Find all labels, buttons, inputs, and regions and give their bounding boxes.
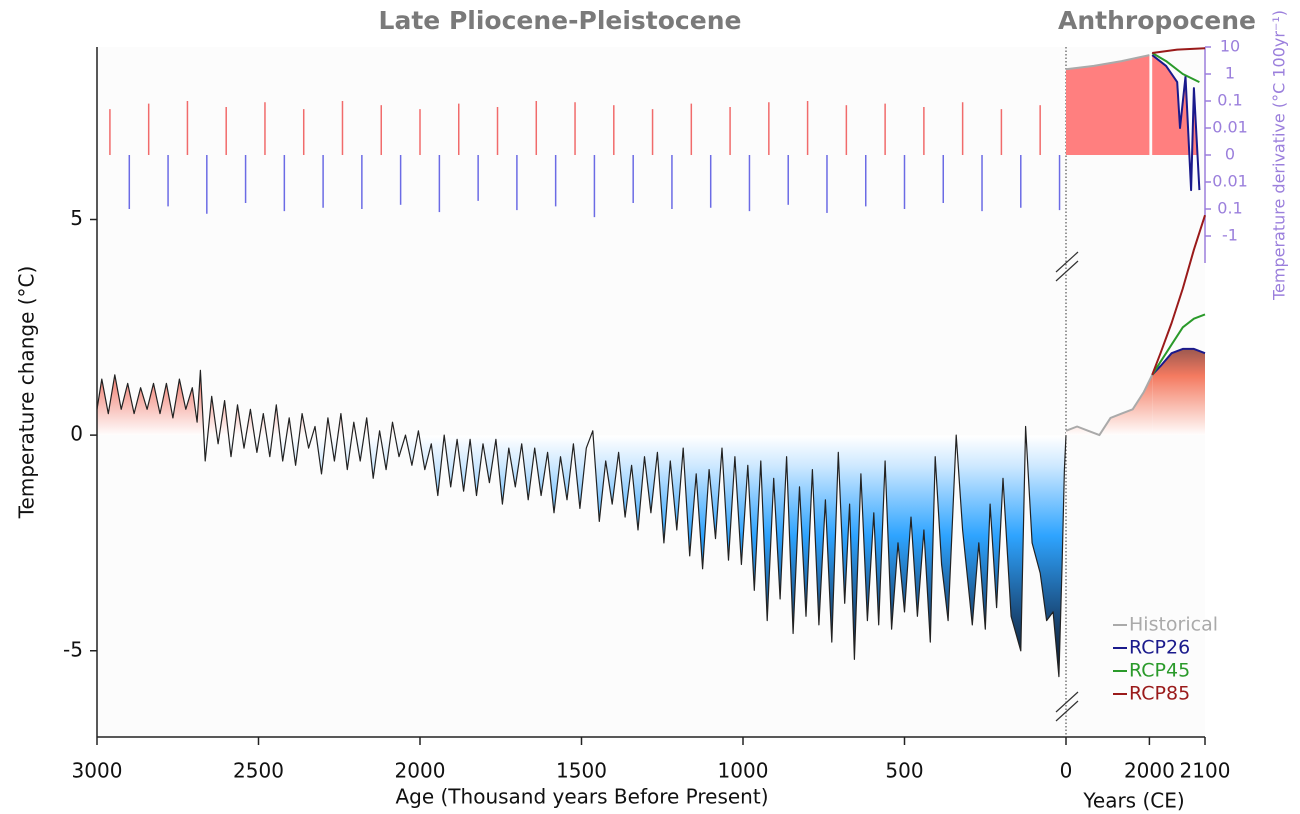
y2-tick-label: -1 xyxy=(1222,226,1238,245)
area-fill xyxy=(1066,55,1150,155)
temperature-line xyxy=(1151,347,1206,376)
panel-title: Anthropocene xyxy=(1058,6,1256,35)
x-tick-label: 2000 xyxy=(1124,759,1175,783)
panel-title: Late Pliocene-Pleistocene xyxy=(379,6,742,35)
y-tick-label: 5 xyxy=(70,206,83,230)
y-axis-label: Temperature change (°C) xyxy=(15,266,39,520)
x-tick-label: 2100 xyxy=(1180,759,1231,783)
y2-tick-label: 0.01 xyxy=(1212,172,1248,191)
x-tick-label: 500 xyxy=(885,759,923,783)
x-axis-label: Years (CE) xyxy=(1082,789,1184,813)
y2-tick-label: 10 xyxy=(1220,37,1240,56)
y2-tick-label: 0.1 xyxy=(1217,199,1242,218)
x-tick-label: 3000 xyxy=(72,759,123,783)
derivative-line xyxy=(1151,54,1201,192)
derivative-line xyxy=(1065,54,1150,71)
temperature-line xyxy=(96,369,1067,678)
temperature-line xyxy=(1151,214,1206,376)
y2-tick-label: 1 xyxy=(1225,64,1235,83)
temperature-line xyxy=(1151,313,1206,376)
temperature-line xyxy=(1065,374,1154,437)
y-tick-label: -5 xyxy=(63,637,83,661)
area-fill xyxy=(1152,348,1205,436)
axis-break xyxy=(1055,251,1079,722)
y-tick-label: 0 xyxy=(70,422,83,446)
x-tick-label: 2500 xyxy=(233,759,284,783)
x-tick-label: 1000 xyxy=(718,759,769,783)
area-fill xyxy=(97,370,1066,677)
x-tick-label: 1500 xyxy=(556,759,607,783)
y2-tick-label: 0.01 xyxy=(1212,118,1248,137)
x-tick-label: 2000 xyxy=(395,759,446,783)
y2-axis-label: Temperature derivative (°C 100yr⁻¹) xyxy=(1270,10,1289,301)
y2-tick-label: 0 xyxy=(1225,145,1235,164)
y2-tick-label: 0.1 xyxy=(1217,91,1242,110)
plot-background xyxy=(97,47,1205,737)
area-fill xyxy=(1066,374,1153,436)
legend-label: RCP45 xyxy=(1129,660,1190,682)
derivative-line xyxy=(1151,52,1200,83)
x-tick-label: 0 xyxy=(1060,759,1073,783)
legend-label: RCP26 xyxy=(1129,637,1190,659)
derivative-line xyxy=(1152,47,1206,54)
x-axis-label: Age (Thousand years Before Present) xyxy=(395,785,768,809)
legend-label: RCP85 xyxy=(1129,683,1190,705)
legend-label: Historical xyxy=(1129,614,1218,636)
